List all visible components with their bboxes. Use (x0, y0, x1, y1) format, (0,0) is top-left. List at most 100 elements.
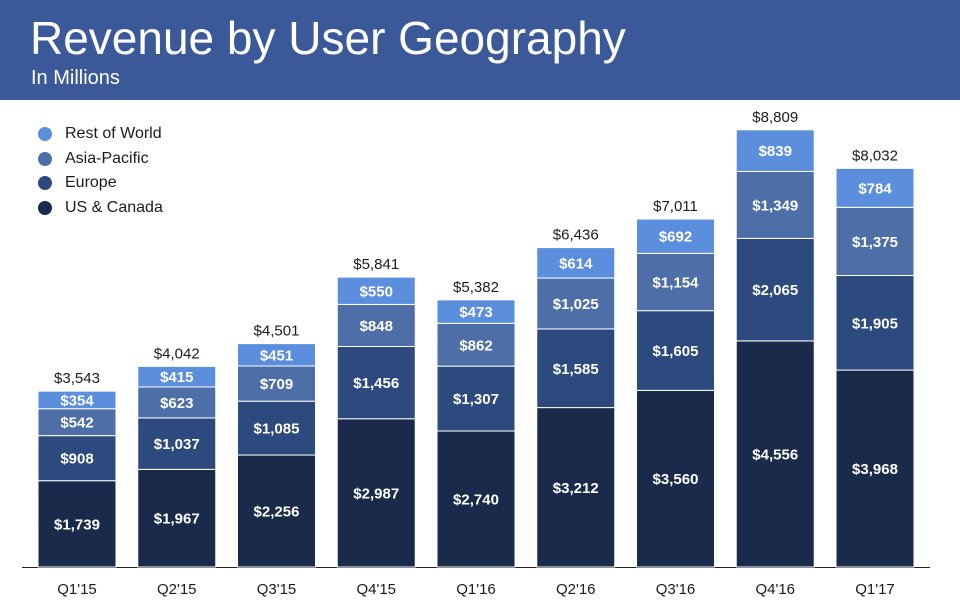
data-label-europe: $1,085 (254, 421, 300, 438)
legend-swatch-asia-pacific (38, 151, 52, 166)
bar-group-q2-15: $1,967 $1,037 $623 $415 $4,042 (137, 345, 217, 568)
chart-subtitle: In Millions (31, 67, 120, 89)
chart-title: Revenue by User Geography (30, 12, 626, 64)
bar-group-q3-15: $2,256 $1,085 $709 $451 $4,501 (237, 323, 316, 568)
total-label: $5,841 (353, 256, 399, 273)
data-label-europe: $1,037 (154, 436, 200, 453)
bar-segment-europe (536, 328, 616, 409)
bar-segment-rest-of-world (536, 247, 616, 279)
bar-segment-rest-of-world (735, 129, 815, 172)
bar-segment-rest-of-world (237, 343, 316, 367)
data-label-asia-pacific: $623 (160, 395, 193, 412)
data-label-europe: $2,065 (752, 282, 798, 299)
bar-group-q1-16: $2,740 $1,307 $862 $473 $5,382 (436, 279, 516, 568)
legend-item-us-canada: US & Canada (38, 196, 163, 221)
bar-segment-us-canada (636, 389, 715, 568)
bar-segment-asia-pacific (436, 322, 516, 367)
data-label-asia-pacific: $1,349 (752, 197, 798, 214)
bar-group-q2-16: $3,212 $1,585 $1,025 $614 $6,436 (536, 227, 616, 568)
bar-segment-us-canada (336, 418, 416, 568)
legend-item-asia-pacific: Asia-Pacific (38, 147, 163, 172)
data-label-us-canada: $4,556 (752, 446, 798, 463)
data-label-us-canada: $1,967 (154, 511, 200, 528)
bar-segment-europe (336, 345, 416, 420)
total-label: $8,809 (752, 109, 798, 126)
data-label-europe: $1,605 (653, 343, 699, 360)
data-label-us-canada: $2,740 (453, 492, 499, 509)
total-label: $5,382 (453, 279, 499, 296)
header-banner: Revenue by User Geography In Millions (0, 0, 960, 100)
total-label: $6,436 (553, 227, 599, 244)
bar-segment-us-canada (436, 430, 516, 568)
bar-segment-europe (636, 310, 715, 391)
data-label-rest-of-world: $451 (260, 347, 293, 364)
bar-segment-rest-of-world (336, 276, 416, 305)
bar-segment-us-canada (37, 480, 117, 568)
legend-swatch-rest-of-world (38, 127, 52, 142)
x-tick-label: Q1'16 (456, 581, 496, 598)
bar-segment-europe (237, 400, 316, 456)
bar-group-q1-17: $3,968 $1,905 $1,375 $784 $8,032 (835, 147, 915, 568)
total-label: $4,042 (154, 345, 200, 362)
total-label: $4,501 (254, 323, 300, 340)
bar-segment-asia-pacific (336, 303, 416, 347)
data-label-rest-of-world: $614 (559, 255, 593, 272)
bar-segment-asia-pacific (835, 206, 915, 277)
bar-segment-us-canada (137, 468, 217, 568)
bar-segment-us-canada (835, 369, 915, 568)
total-label: $8,032 (852, 147, 898, 164)
data-label-rest-of-world: $692 (659, 229, 692, 246)
data-label-us-canada: $3,560 (653, 471, 699, 488)
bar-segment-rest-of-world (436, 299, 516, 324)
x-tick-label: Q2'15 (157, 581, 197, 598)
legend-label-europe: Europe (65, 174, 117, 192)
bar-group-q4-16: $4,556 $2,065 $1,349 $839 $8,809 (735, 109, 815, 568)
x-tick-label: Q4'16 (755, 581, 795, 598)
legend-label-rest-of-world: Rest of World (65, 125, 162, 143)
data-label-rest-of-world: $839 (759, 143, 792, 160)
legend-swatch-europe (38, 176, 52, 191)
data-label-us-canada: $2,987 (353, 485, 399, 502)
bar-segment-asia-pacific (237, 365, 316, 402)
data-label-asia-pacific: $862 (459, 337, 492, 354)
bar-segment-asia-pacific (735, 170, 815, 239)
bar-segment-europe (137, 417, 217, 470)
data-label-europe: $908 (60, 451, 93, 468)
bar-segment-rest-of-world (137, 365, 217, 388)
bar-segment-europe (436, 365, 516, 432)
bar-segment-rest-of-world (835, 167, 915, 208)
x-tick-label: Q1'15 (57, 581, 97, 598)
data-label-europe: $1,456 (353, 375, 399, 392)
data-label-rest-of-world: $550 (360, 283, 393, 300)
data-label-us-canada: $3,968 (852, 461, 898, 478)
data-label-asia-pacific: $848 (360, 318, 393, 335)
bar-segment-europe (37, 435, 117, 482)
bar-segment-asia-pacific (636, 252, 715, 312)
bar-segment-asia-pacific (536, 277, 616, 330)
bar-segment-asia-pacific (37, 408, 117, 437)
legend-swatch-us-canada (38, 200, 52, 215)
data-label-rest-of-world: $784 (858, 180, 892, 197)
bar-group-q4-15: $2,987 $1,456 $848 $550 $5,841 (336, 256, 416, 568)
data-label-europe: $1,307 (453, 391, 499, 408)
legend-item-rest-of-world: Rest of World (38, 122, 163, 147)
data-label-us-canada: $2,256 (254, 504, 300, 521)
data-label-rest-of-world: $473 (459, 304, 492, 321)
data-label-europe: $1,585 (553, 361, 599, 378)
x-tick-label: Q1'17 (855, 581, 895, 598)
bar-group-q1-15: $1,739 $908 $542 $354 $3,543 (37, 370, 117, 568)
bar-group-q3-16: $3,560 $1,605 $1,154 $692 $7,011 (636, 198, 715, 568)
legend-label-asia-pacific: Asia-Pacific (65, 149, 149, 167)
data-label-asia-pacific: $1,154 (653, 275, 700, 292)
x-tick-label: Q3'15 (257, 581, 297, 598)
data-label-asia-pacific: $709 (260, 376, 293, 393)
bar-segment-us-canada (237, 454, 316, 568)
data-label-asia-pacific: $1,375 (852, 234, 898, 251)
legend-item-europe: Europe (38, 171, 163, 196)
bar-segment-us-canada (735, 340, 815, 568)
data-label-rest-of-world: $415 (160, 369, 193, 386)
x-tick-label: Q2'16 (556, 581, 596, 598)
legend: Rest of World Asia-Pacific Europe US & C… (38, 122, 163, 220)
total-label: $3,543 (54, 370, 100, 387)
